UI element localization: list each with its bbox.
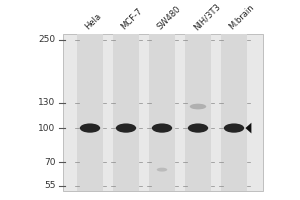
Ellipse shape <box>116 123 136 133</box>
Text: 55: 55 <box>44 181 56 190</box>
FancyBboxPatch shape <box>113 34 139 191</box>
FancyBboxPatch shape <box>149 34 175 191</box>
Text: Hela: Hela <box>84 12 103 32</box>
Ellipse shape <box>80 123 100 133</box>
Text: MCF-7: MCF-7 <box>120 7 145 32</box>
Ellipse shape <box>224 123 244 133</box>
Ellipse shape <box>157 168 167 172</box>
Text: NIH/3T3: NIH/3T3 <box>192 1 222 32</box>
Text: 130: 130 <box>38 98 56 107</box>
FancyBboxPatch shape <box>63 34 262 191</box>
Text: SW480: SW480 <box>156 5 183 32</box>
Ellipse shape <box>188 123 208 133</box>
Text: M.brain: M.brain <box>228 3 256 32</box>
Text: 250: 250 <box>38 35 56 44</box>
FancyBboxPatch shape <box>77 34 103 191</box>
Text: 70: 70 <box>44 158 56 167</box>
Polygon shape <box>245 123 251 133</box>
Ellipse shape <box>190 104 206 109</box>
Ellipse shape <box>152 123 172 133</box>
FancyBboxPatch shape <box>185 34 211 191</box>
Text: 100: 100 <box>38 124 56 133</box>
FancyBboxPatch shape <box>221 34 247 191</box>
